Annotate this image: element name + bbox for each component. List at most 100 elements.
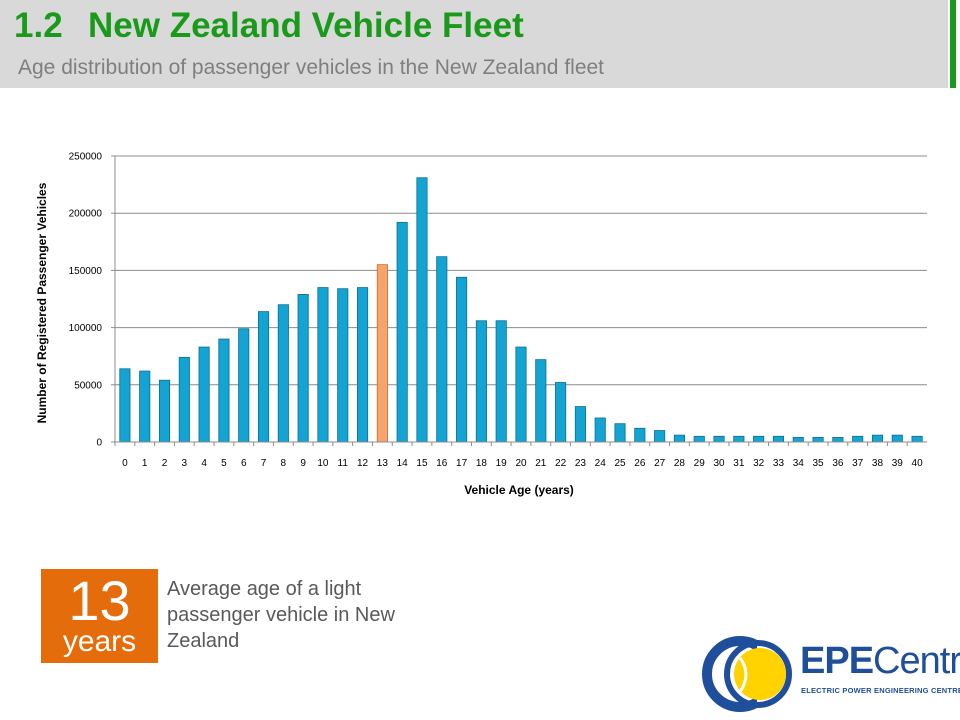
- y-tick-label: 200000: [69, 209, 103, 220]
- x-tick-label: 24: [595, 458, 607, 469]
- x-tick-label: 32: [753, 458, 765, 469]
- average-age-badge: 13 years: [41, 569, 158, 663]
- bar-age-16: [436, 256, 448, 443]
- y-axis-title: Number of Registered Passenger Vehicles: [35, 182, 49, 423]
- bar-age-22: [555, 382, 567, 443]
- x-tick-label: 12: [357, 458, 369, 469]
- bar-age-6: [238, 328, 250, 443]
- x-tick-label: 28: [674, 458, 686, 469]
- x-tick-label: 1: [142, 458, 148, 469]
- bar-age-37: [852, 435, 864, 443]
- page-subtitle: Age distribution of passenger vehicles i…: [18, 56, 605, 79]
- x-tick-label: 20: [515, 458, 527, 469]
- x-tick-label: 9: [300, 458, 306, 469]
- x-tick-label: 27: [654, 458, 666, 469]
- x-tick-label: 26: [634, 458, 646, 469]
- x-tick-label: 6: [241, 458, 247, 469]
- x-tick-label: 2: [162, 458, 168, 469]
- y-tick-label: 250000: [69, 152, 103, 163]
- logo-tagline: ELECTRIC POWER ENGINEERING CENTRE: [801, 686, 960, 695]
- chart-bars: [119, 177, 923, 443]
- bar-age-2: [158, 379, 171, 443]
- y-tick-label: 0: [96, 438, 102, 449]
- bar-age-10: [317, 287, 329, 443]
- bar-age-35: [812, 437, 824, 443]
- bar-age-38: [871, 434, 884, 443]
- x-tick-label: 39: [892, 458, 904, 469]
- y-tick-label: 50000: [74, 380, 102, 391]
- bar-age-29: [693, 435, 705, 443]
- bar-age-36: [832, 437, 844, 443]
- x-tick-label: 8: [281, 458, 287, 469]
- section-number: 1.2: [14, 6, 63, 45]
- bar-age-27: [654, 430, 666, 443]
- x-tick-label: 3: [182, 458, 188, 469]
- bar-age-20: [515, 346, 527, 443]
- x-tick-labels: 0 1 2 3 4 5 6 7 8 9 10 11 12 13 14 15 16 17 18 19 20 21 22 23 24…: [122, 458, 923, 469]
- bar-age-34: [792, 437, 804, 443]
- x-tick-label: 30: [713, 458, 725, 469]
- x-tick-label: 14: [397, 458, 409, 469]
- x-tick-label: 0: [122, 458, 128, 469]
- bar-age-12: [357, 287, 369, 443]
- x-tick-label: 15: [416, 458, 428, 469]
- x-tick-label: 40: [912, 458, 924, 469]
- chart-axes: [114, 156, 927, 443]
- bar-age-33: [772, 435, 785, 443]
- bar-age-31: [733, 435, 745, 443]
- x-tick-label: 31: [733, 458, 745, 469]
- average-age-number: 13: [68, 569, 131, 632]
- logo-wordmark: EPECentre: [800, 640, 960, 682]
- header-band: [0, 0, 948, 88]
- bar-age-4: [198, 346, 210, 443]
- x-tick-label: 10: [317, 458, 329, 469]
- x-tick-label: 5: [221, 458, 227, 469]
- bar-age-15: [416, 177, 428, 443]
- bar-age-13: [376, 264, 388, 443]
- y-tick-labels: 0 50000 100000 150000 200000 250000: [69, 152, 103, 449]
- bar-age-26: [634, 427, 646, 443]
- page-title: 1.2 New Zealand Vehicle Fleet: [14, 6, 524, 46]
- x-tick-label: 33: [773, 458, 785, 469]
- y-tick-label: 100000: [69, 323, 103, 334]
- average-age-unit: years: [62, 625, 137, 658]
- bar-age-18: [475, 320, 487, 443]
- bar-age-11: [337, 288, 349, 443]
- bar-age-23: [574, 406, 586, 443]
- x-tick-label: 34: [793, 458, 805, 469]
- average-age-description: Average age of a light passenger vehicle…: [167, 578, 395, 652]
- x-tick-label: 22: [555, 458, 567, 469]
- epe-centre-logo: EPECentre ELECTRIC POWER ENGINEERING CEN…: [700, 636, 960, 712]
- bar-age-17: [456, 276, 468, 443]
- x-tick-label: 13: [377, 458, 389, 469]
- bar-age-30: [713, 435, 725, 443]
- x-tick-label: 35: [813, 458, 825, 469]
- x-tick-label: 37: [852, 458, 864, 469]
- bar-age-19: [495, 320, 507, 443]
- bar-age-5: [218, 338, 230, 443]
- x-tick-label: 21: [535, 458, 547, 469]
- bar-age-39: [891, 434, 903, 443]
- logo-wordmark-rest: Centre: [873, 640, 960, 682]
- logo-wordmark-bold: EPE: [800, 640, 874, 682]
- bar-age-25: [614, 423, 626, 443]
- x-tick-label: 18: [476, 458, 488, 469]
- header-accent-bar: [950, 0, 956, 88]
- x-tick-label: 29: [694, 458, 706, 469]
- bar-age-3: [178, 356, 190, 443]
- x-tick-label: 16: [436, 458, 448, 469]
- bar-age-0: [119, 368, 131, 443]
- bar-age-40: [911, 435, 923, 443]
- title-text: New Zealand Vehicle Fleet: [88, 6, 524, 45]
- y-tick-label: 150000: [69, 266, 103, 277]
- x-tick-label: 17: [456, 458, 468, 469]
- bar-age-21: [535, 359, 547, 443]
- x-tick-label: 11: [338, 458, 349, 469]
- x-tick-label: 25: [614, 458, 626, 469]
- x-axis-title: Vehicle Age (years): [464, 483, 574, 497]
- logo-emblem-icon: [702, 636, 796, 712]
- x-tick-label: 36: [832, 458, 844, 469]
- x-tick-label: 7: [261, 458, 267, 469]
- bar-age-1: [139, 370, 151, 443]
